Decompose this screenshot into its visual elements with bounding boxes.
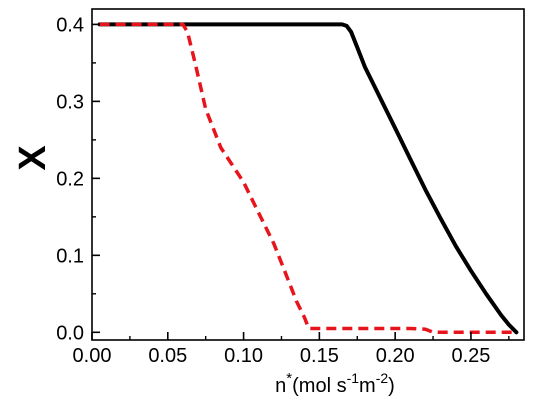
- x-axis-title-unit-1: (mol s: [292, 375, 346, 397]
- x-tick-label: 0.20: [376, 345, 415, 367]
- x-axis-title: n*(mol s-1m-2): [275, 370, 395, 397]
- y-tick-label: 0.0: [56, 322, 84, 344]
- y-tick-label: 0.2: [56, 168, 84, 190]
- y-tick-label: 0.1: [56, 245, 84, 267]
- y-tick-label: 0.4: [56, 14, 84, 36]
- y-tick-label: 0.3: [56, 91, 84, 113]
- tick-layer: 0.00 0.05 0.10 0.15 0.20 0.25 0.0 0.1 0.2 0.3 0.4: [56, 14, 510, 367]
- x-tick-label: 0.00: [73, 345, 112, 367]
- x-axis-title-unit-2: -1: [347, 370, 360, 386]
- black-solid-series: [97, 22, 519, 335]
- x-tick-label: 0.25: [451, 345, 490, 367]
- series-layer: [97, 22, 519, 335]
- x-axis-title-base: n: [275, 375, 286, 397]
- x-axis-title-unit-4: -2: [376, 370, 389, 386]
- x-tick-label: 0.10: [224, 345, 263, 367]
- x-tick-label: 0.15: [300, 345, 339, 367]
- red-dashed-series: [99, 22, 517, 335]
- x-axis-title-unit-5: ): [388, 375, 395, 397]
- x-axis-title-sup: *: [286, 370, 292, 387]
- x-tick-label: 0.05: [148, 345, 187, 367]
- x-axis-title-unit-3: m: [359, 375, 376, 397]
- plot-frame: [91, 8, 525, 341]
- y-axis-title: X: [12, 145, 54, 171]
